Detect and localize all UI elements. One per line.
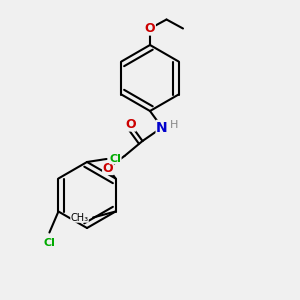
Text: CH₃: CH₃	[70, 212, 88, 223]
Text: Cl: Cl	[44, 238, 56, 248]
Text: N: N	[156, 121, 168, 134]
Text: O: O	[103, 161, 113, 175]
Text: Cl: Cl	[110, 154, 122, 164]
Text: H: H	[170, 119, 178, 130]
Text: O: O	[145, 22, 155, 35]
Text: O: O	[125, 118, 136, 131]
